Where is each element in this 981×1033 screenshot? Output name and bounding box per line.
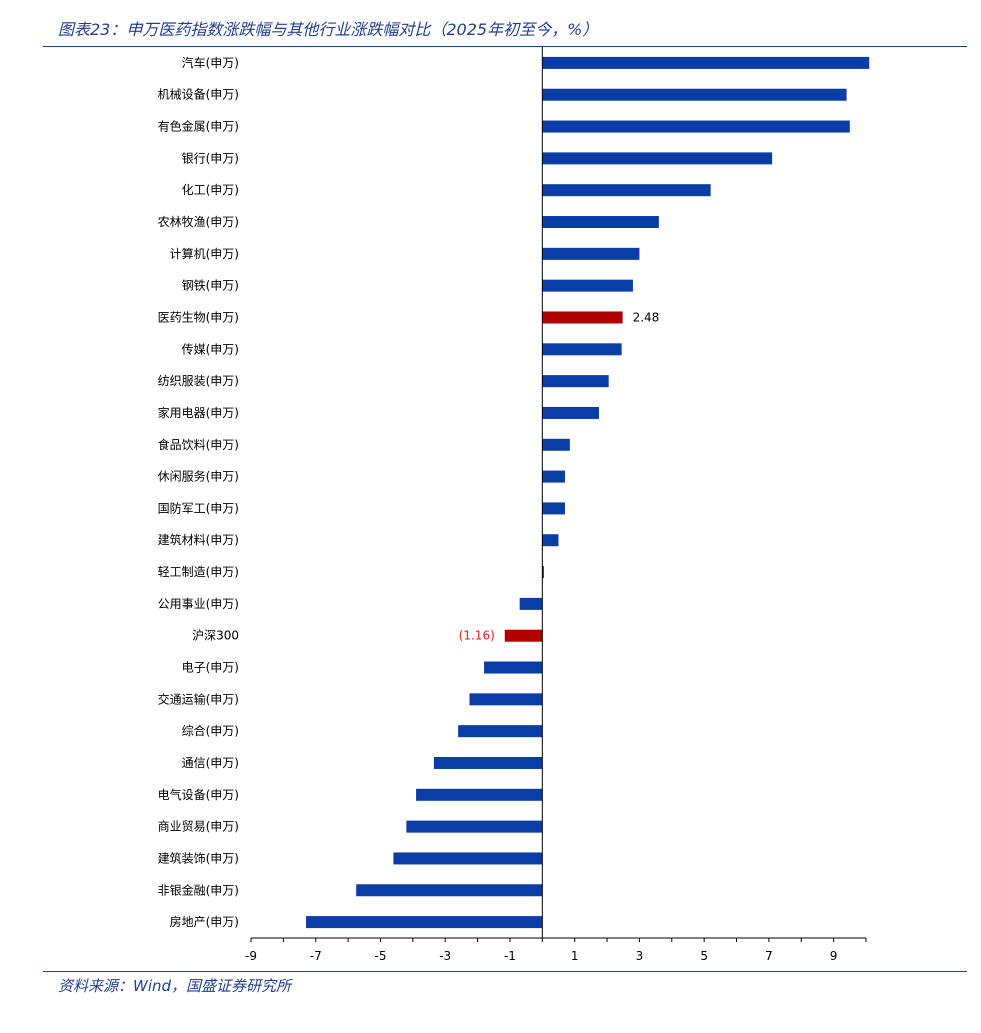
category-label-0: 汽车(申万) [182, 55, 239, 70]
bar-20 [469, 693, 543, 706]
bar-22 [433, 756, 543, 769]
category-label-17: 公用事业(申万) [158, 597, 239, 611]
title-divider [43, 46, 967, 47]
bar-14 [542, 502, 565, 515]
category-label-18: 沪深300 [192, 629, 239, 643]
x-tick-label-0: -9 [245, 949, 257, 963]
data-labels: 2.48 (1.16) [459, 310, 660, 642]
category-label-26: 非银金融(申万) [158, 882, 239, 897]
bar-18 [504, 629, 543, 642]
bar-3 [542, 152, 773, 165]
category-labels: 汽车(申万) 机械设备(申万) 有色金属(申万) 银行(申万) 化工(申万) 农林牧渔(申… [158, 55, 239, 929]
category-label-14: 国防军工(申万) [158, 500, 239, 515]
category-label-24: 商业贸易(申万) [158, 819, 239, 834]
bar-4 [542, 184, 711, 197]
bar-17 [519, 597, 543, 610]
bar-1 [542, 88, 847, 101]
x-tick-label-9: 9 [830, 949, 838, 963]
bar-7 [542, 279, 633, 292]
axes: -9 -7 -5 -3 -1 1 3 5 7 9 [245, 47, 867, 963]
bar-12 [542, 438, 570, 451]
category-label-11: 家用电器(申万) [158, 405, 239, 420]
data-label-1: (1.16) [459, 629, 495, 643]
category-label-10: 纺织服装(申万) [158, 374, 239, 388]
bar-11 [542, 406, 599, 419]
x-tick-label-2: -5 [374, 949, 386, 963]
bars-layer [306, 56, 870, 929]
bar-25 [393, 852, 543, 865]
bar-6 [542, 247, 640, 260]
category-label-8: 医药生物(申万) [158, 310, 239, 324]
category-label-9: 传媒(申万) [182, 341, 239, 356]
bar-19 [484, 661, 543, 674]
bar-9 [542, 343, 622, 356]
category-label-7: 钢铁(申万) [182, 279, 239, 293]
chart-title: 图表23：申万医药指数涨跌幅与其他行业涨跌幅对比（2025年初至今，%） [58, 20, 599, 39]
x-tick-label-5: 1 [571, 949, 579, 963]
category-label-16: 轻工制造(申万) [158, 565, 239, 579]
category-label-15: 建筑材料(申万) [158, 532, 239, 547]
category-label-27: 房地产(申万) [170, 914, 239, 929]
category-label-12: 食品饮料(申万) [158, 437, 239, 452]
category-label-22: 通信(申万) [182, 756, 239, 770]
bar-2 [542, 120, 850, 133]
bar-15 [542, 534, 559, 547]
bar-16 [542, 566, 544, 579]
category-label-19: 电子(申万) [182, 661, 239, 675]
bar-8 [542, 311, 623, 324]
x-tick-label-4: -1 [504, 949, 516, 963]
bar-23 [416, 788, 543, 801]
x-tick-label-6: 3 [636, 949, 644, 963]
x-tick-label-1: -7 [310, 949, 322, 963]
x-tick-label-3: -3 [439, 949, 451, 963]
category-label-2: 有色金属(申万) [158, 119, 239, 134]
bar-13 [542, 470, 565, 483]
bar-24 [406, 820, 543, 833]
bar-21 [458, 725, 543, 738]
category-label-21: 综合(申万) [182, 723, 239, 738]
category-label-5: 农林牧渔(申万) [158, 215, 239, 229]
category-label-23: 电气设备(申万) [158, 787, 239, 802]
category-label-3: 银行(申万) [182, 151, 239, 165]
category-label-1: 机械设备(申万) [158, 87, 239, 102]
bar-26 [356, 884, 543, 897]
x-tick-label-7: 5 [700, 949, 708, 963]
category-label-4: 化工(申万) [182, 183, 239, 197]
category-label-25: 建筑装饰(申万) [158, 850, 239, 865]
bar-0 [542, 56, 870, 69]
x-tick-label-8: 7 [765, 949, 773, 963]
bar-27 [306, 916, 543, 929]
bar-5 [542, 216, 659, 229]
source-note: 资料来源：Wind，国盛证券研究所 [58, 977, 292, 995]
category-label-13: 休闲服务(申万) [158, 469, 239, 484]
source-divider [43, 971, 967, 972]
bar-10 [542, 375, 609, 388]
category-label-6: 计算机(申万) [170, 246, 239, 261]
category-label-20: 交通运输(申万) [158, 691, 239, 706]
data-label-0: 2.48 [633, 310, 660, 324]
